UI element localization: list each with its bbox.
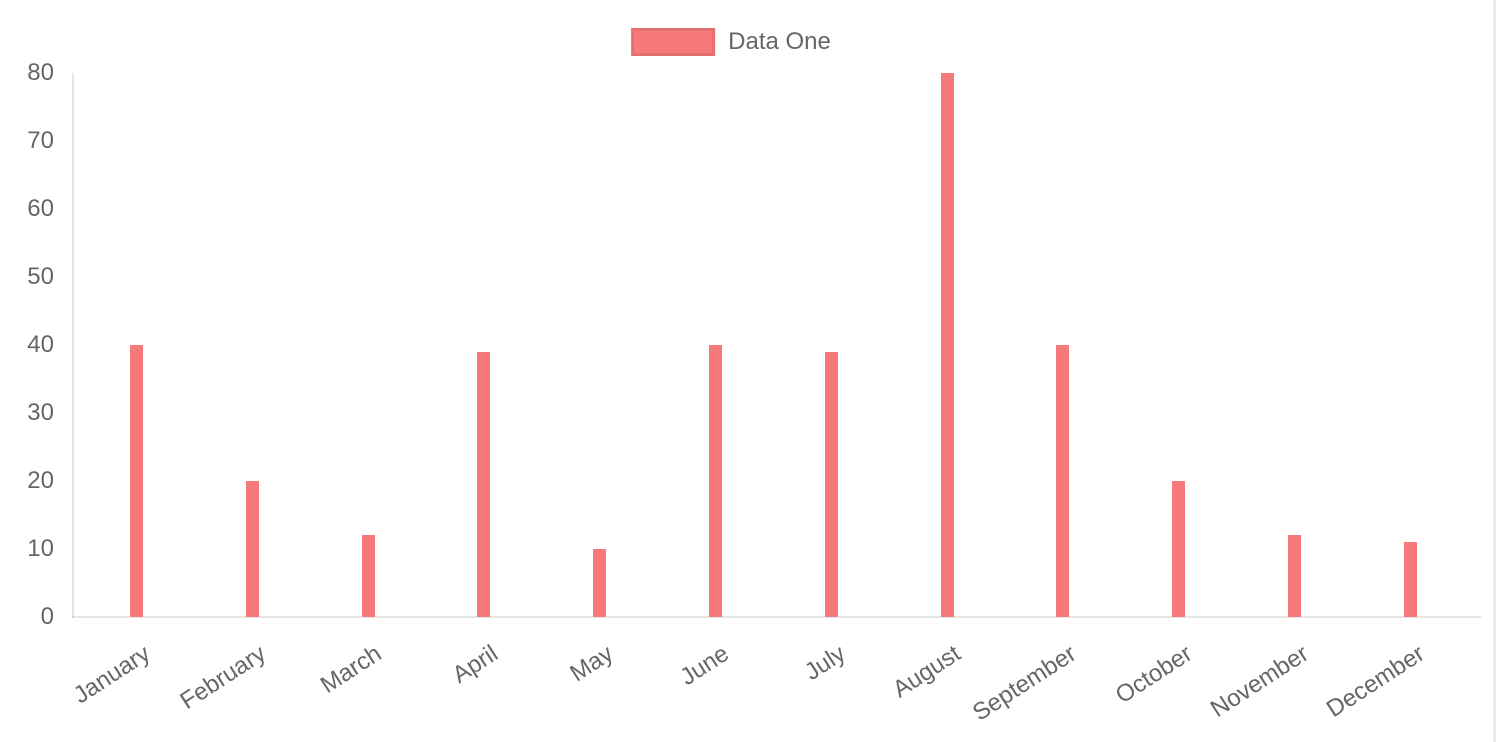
legend-label: Data One	[728, 28, 831, 55]
x-tick-label-january: January	[68, 640, 156, 710]
bar-august[interactable]	[940, 73, 954, 617]
legend: Data One	[631, 28, 831, 56]
y-tick-label-10: 10	[27, 535, 54, 562]
container-right-border	[1493, 0, 1496, 742]
bar-june[interactable]	[709, 345, 722, 617]
x-tick-label-july: July	[799, 640, 851, 686]
y-tick-label-40: 40	[27, 331, 54, 358]
legend-color-swatch	[631, 28, 716, 56]
x-tick-label-may: May	[565, 640, 619, 688]
x-tick-label-december: December	[1321, 640, 1430, 723]
bar-november[interactable]	[1288, 535, 1301, 617]
bar-september[interactable]	[1056, 345, 1070, 617]
bar-december[interactable]	[1403, 542, 1417, 617]
x-tick-label-june: June	[675, 640, 735, 691]
y-tick-label-80: 80	[27, 59, 54, 86]
bar-march[interactable]	[361, 535, 375, 617]
bar-february[interactable]	[245, 481, 259, 617]
x-tick-label-march: March	[316, 640, 387, 699]
y-tick-label-50: 50	[27, 263, 54, 290]
x-tick-label-august: August	[888, 640, 966, 704]
x-tick-label-february: February	[175, 640, 272, 715]
x-axis-line	[72, 616, 1481, 618]
x-tick-label-april: April	[447, 640, 503, 689]
bar-july[interactable]	[824, 351, 838, 617]
y-tick-label-0: 0	[40, 603, 54, 630]
bar-january[interactable]	[130, 345, 143, 617]
y-tick-label-30: 30	[27, 399, 54, 426]
y-tick-label-60: 60	[27, 195, 54, 222]
x-tick-label-september: September	[968, 640, 1082, 727]
bar-april[interactable]	[477, 351, 491, 617]
y-tick-label-20: 20	[27, 467, 54, 494]
y-tick-label-70: 70	[27, 127, 54, 154]
legend-item-data-one[interactable]: Data One	[631, 28, 831, 56]
x-tick-label-november: November	[1205, 640, 1314, 723]
bar-october[interactable]	[1172, 481, 1186, 617]
bar-may[interactable]	[593, 549, 607, 617]
x-tick-label-october: October	[1111, 640, 1198, 710]
y-axis-line	[72, 73, 74, 618]
